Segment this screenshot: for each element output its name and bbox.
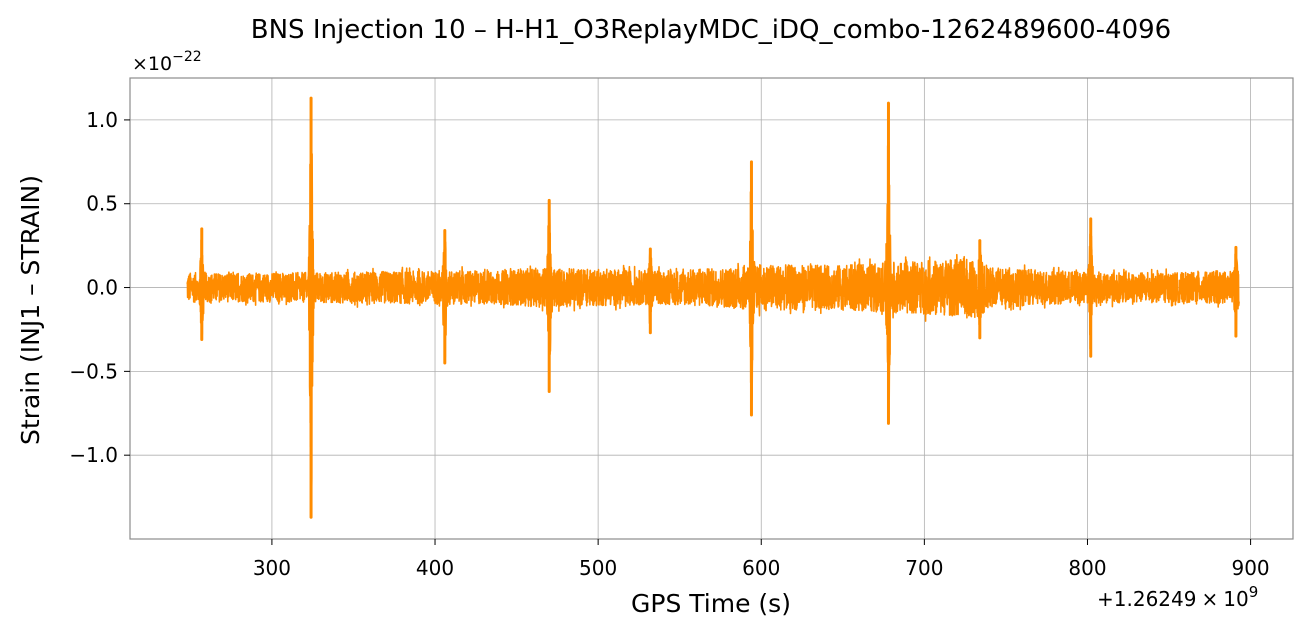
data-series-strain: [186, 96, 1240, 519]
y-tick-label: 1.0: [86, 108, 118, 132]
y-tick-label: 0.5: [86, 192, 118, 216]
x-tick-label: 800: [1068, 556, 1106, 580]
x-tick-label: 300: [253, 556, 291, 580]
x-offset-label: +1.26249 × 109: [1097, 583, 1258, 611]
x-axis-label: GPS Time (s): [631, 589, 791, 618]
x-tick-label: 400: [416, 556, 454, 580]
x-tick-label: 900: [1231, 556, 1269, 580]
x-tick-label: 600: [742, 556, 780, 580]
y-tick-label: −1.0: [69, 443, 118, 467]
y-tick-label: −0.5: [69, 359, 118, 383]
y-scale-factor: ×10−22: [132, 49, 202, 75]
y-axis-label: Strain (INJ1 – STRAIN): [16, 175, 45, 445]
plot-frame: [129, 77, 1294, 540]
x-tick-label: 500: [579, 556, 617, 580]
chart-title: BNS Injection 10 – H-H1_O3ReplayMDC_iDQ_…: [251, 15, 1171, 45]
y-tick-label: 0.0: [86, 276, 118, 300]
axis-ticks: 300 400 500 600 700 800 900 1.0 0.5 0.0 −0.5 −1.0: [69, 108, 1269, 580]
x-tick-label: 700: [905, 556, 943, 580]
strain-trace: [186, 112, 1240, 500]
plot-area: [130, 78, 1293, 539]
